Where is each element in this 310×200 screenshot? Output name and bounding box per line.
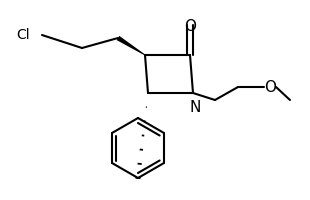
Text: O: O [264,79,276,95]
Text: Cl: Cl [16,28,30,42]
Polygon shape [117,36,145,55]
Text: N: N [189,100,201,115]
Text: O: O [184,19,196,34]
